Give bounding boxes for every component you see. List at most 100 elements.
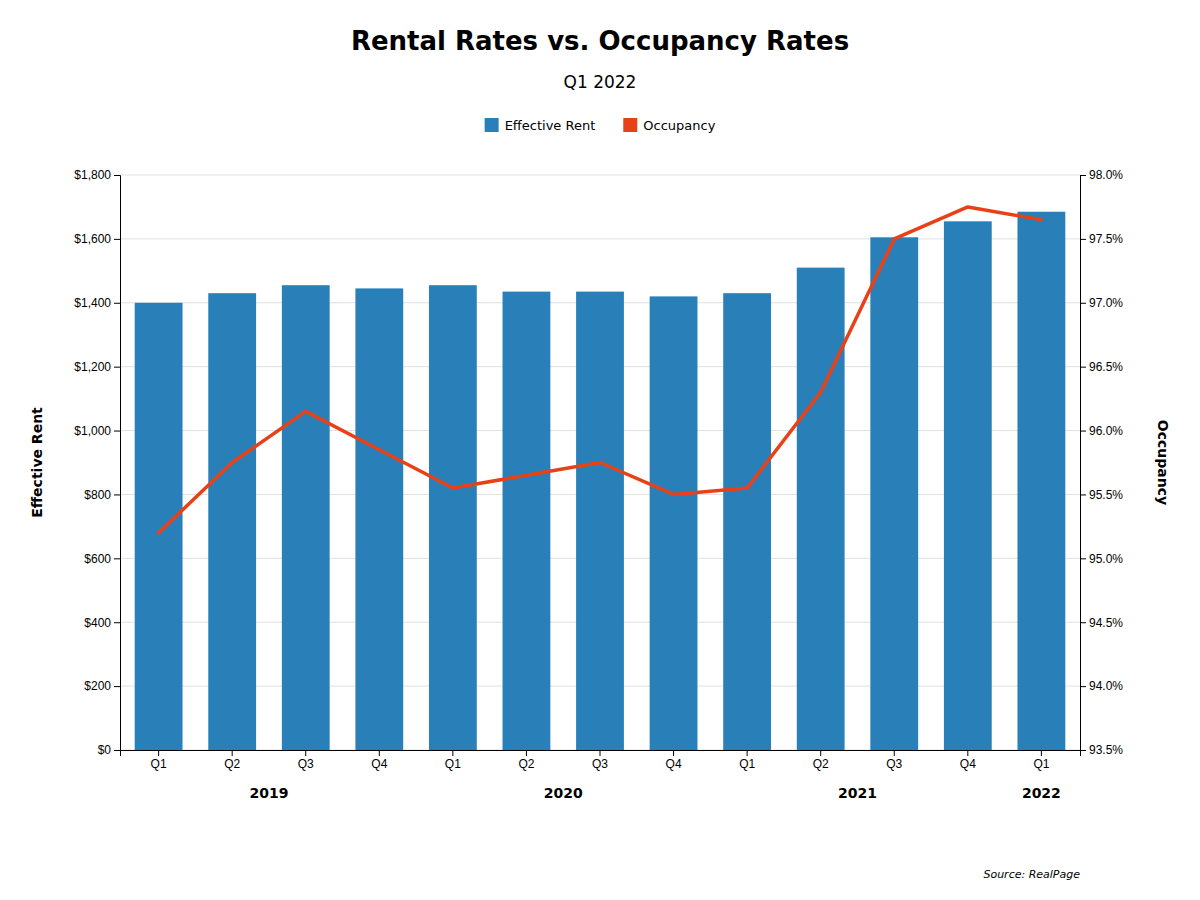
legend: Effective Rent Occupancy <box>485 118 716 133</box>
tick-mark <box>820 750 821 756</box>
tick-mark <box>1080 494 1086 495</box>
y2-tick: 94.0% <box>1080 679 1123 693</box>
bar-series <box>135 212 1066 750</box>
x-tick: Q4 <box>960 750 976 771</box>
y2-tick: 95.0% <box>1080 552 1123 566</box>
y-tick-label: $1,600 <box>74 232 111 246</box>
bar <box>944 221 992 750</box>
marks <box>135 207 1066 750</box>
x-tick: Q2 <box>813 750 829 771</box>
y-tick: $1,000 <box>74 424 120 438</box>
y-tick: $1,200 <box>74 360 120 374</box>
x-tick-label: Q3 <box>592 757 608 771</box>
tick-mark <box>967 750 968 756</box>
legend-item: Occupancy <box>623 118 715 133</box>
tick-mark <box>114 622 120 623</box>
bar <box>282 285 330 750</box>
tick-mark <box>1080 367 1086 368</box>
y-tick: $0 <box>98 743 120 757</box>
y2-tick-label: 96.0% <box>1089 424 1123 438</box>
y2-tick: 95.5% <box>1080 488 1123 502</box>
y2-tick: 93.5% <box>1080 743 1123 757</box>
annotation: 2022 <box>1022 785 1061 801</box>
y-tick-label: $1,800 <box>74 168 111 182</box>
x-tick: Q4 <box>666 750 682 771</box>
tick-mark <box>114 686 120 687</box>
x-tick-label: Q2 <box>813 757 829 771</box>
legend-swatch <box>485 118 499 132</box>
y-tick: $1,600 <box>74 232 120 246</box>
bar <box>208 293 256 750</box>
x-tick-label: Q4 <box>666 757 682 771</box>
tick-mark <box>1080 239 1086 240</box>
y2-tick: 98.0% <box>1080 168 1123 182</box>
grid <box>120 175 1080 750</box>
x-tick: Q1 <box>1033 750 1049 771</box>
source: Source: RealPage <box>983 868 1080 881</box>
tick-mark <box>114 431 120 432</box>
annotation: 2020 <box>544 785 583 801</box>
x-tick-label: Q1 <box>739 757 755 771</box>
x-tick: Q3 <box>592 750 608 771</box>
y2-tick: 94.5% <box>1080 616 1123 630</box>
tick-mark <box>114 558 120 559</box>
x-tick: Q1 <box>445 750 461 771</box>
x-tick: Q3 <box>886 750 902 771</box>
y2-tick-label: 94.5% <box>1089 616 1123 630</box>
tick-mark <box>894 750 895 756</box>
y-tick-label: $200 <box>84 679 111 693</box>
tick-mark <box>1041 750 1042 756</box>
axis-line <box>114 176 121 751</box>
legend-item: Effective Rent <box>485 118 596 133</box>
y2-tick-label: 93.5% <box>1089 743 1123 757</box>
x-tick-label: Q1 <box>445 757 461 771</box>
subtitle: Q1 2022 <box>564 72 637 92</box>
x-tick-label: Q4 <box>371 757 387 771</box>
x-tick-label: Q3 <box>886 757 902 771</box>
tick-mark <box>1080 175 1086 176</box>
tick-mark <box>114 750 120 751</box>
y2-tick: 97.0% <box>1080 296 1123 310</box>
legend-swatch <box>623 118 637 132</box>
plot: Q1Q2Q3Q4Q1Q2Q3Q4Q1Q2Q3Q4Q1$0$200$400$600… <box>29 168 1171 801</box>
y-tick-label: $800 <box>84 488 111 502</box>
y2-tick: 97.5% <box>1080 232 1123 246</box>
y2-tick-label: 94.0% <box>1089 679 1123 693</box>
y-tick-label: $600 <box>84 552 111 566</box>
bar <box>503 292 551 750</box>
x-tick: Q2 <box>224 750 240 771</box>
tick-mark <box>1080 750 1086 751</box>
y2-tick-label: 95.5% <box>1089 488 1123 502</box>
tick-mark <box>1080 431 1086 432</box>
tick-mark <box>1080 558 1086 559</box>
bar <box>650 296 698 750</box>
tick-mark <box>1080 622 1086 623</box>
y2-axis: 93.5%94.0%94.5%95.0%95.5%96.0%96.5%97.0%… <box>1080 168 1123 757</box>
y-axis: $0$200$400$600$800$1,000$1,200$1,400$1,6… <box>74 168 120 757</box>
legend-label: Occupancy <box>643 118 715 133</box>
chart: Rental Rates vs. Occupancy Rates Q1 2022 Q… <box>0 0 1200 900</box>
y-tick-label: $1,200 <box>74 360 111 374</box>
tick-mark <box>114 239 120 240</box>
y2-tick-label: 97.5% <box>1089 232 1123 246</box>
tick-mark <box>114 175 120 176</box>
tick-mark <box>114 367 120 368</box>
y-tick-label: $0 <box>98 743 112 757</box>
x-tick-label: Q1 <box>151 757 167 771</box>
y-tick-label: $400 <box>84 616 111 630</box>
x-tick: Q1 <box>739 750 755 771</box>
title: Rental Rates vs. Occupancy Rates <box>351 26 849 56</box>
y2-tick-label: 98.0% <box>1089 168 1123 182</box>
tick-mark <box>379 750 380 756</box>
axis-line <box>121 751 1081 757</box>
annotation: 2021 <box>838 785 877 801</box>
x-axis: Q1Q2Q3Q4Q1Q2Q3Q4Q1Q2Q3Q4Q1 <box>121 750 1081 771</box>
line <box>159 207 1042 533</box>
x-tick-label: Q1 <box>1033 757 1049 771</box>
y-tick-label: $1,000 <box>74 424 111 438</box>
tick-mark <box>526 750 527 756</box>
tick-mark <box>305 750 306 756</box>
y2-tick-label: 97.0% <box>1089 296 1123 310</box>
tick-mark <box>600 750 601 756</box>
tick-mark <box>232 750 233 756</box>
